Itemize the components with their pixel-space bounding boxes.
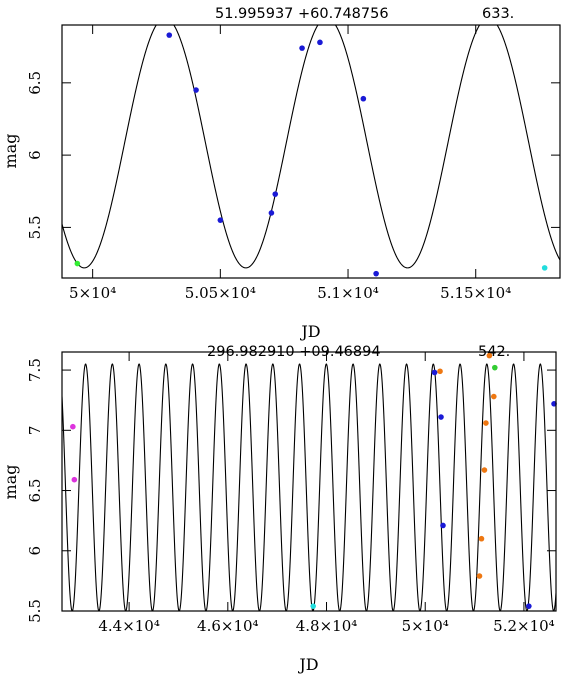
- panel-1-data-point: [166, 32, 173, 38]
- panel-2-x-tick-label: 5×10⁴: [402, 617, 449, 635]
- panel-2-y-tick-label: 6: [26, 546, 44, 556]
- panel-2-data-point: [486, 352, 493, 359]
- panel-2-data-point: [438, 414, 444, 420]
- panel-2-data-point: [526, 603, 532, 609]
- panel-2-x-axis-label: JD: [297, 655, 318, 674]
- panel-1-data-point: [272, 191, 279, 197]
- panel-1-model-curve: [62, 25, 560, 269]
- panel-1-coords: 51.995937 +60.748756: [215, 6, 389, 22]
- panel-2-data-point: [476, 573, 483, 579]
- panel-1-x-tick-label: 5.15×10⁴: [440, 284, 511, 302]
- light-curve-panel-1: 51.995937 +60.748756 633. 5×10⁴ 5.05×10⁴ 5…: [1, 6, 561, 341]
- panel-2-data-point: [481, 467, 488, 473]
- panel-1-data-point: [217, 217, 224, 223]
- panel-2-data-point: [431, 369, 438, 376]
- panel-2-data-point: [491, 393, 497, 400]
- panel-1-x-axis-label: JD: [299, 322, 320, 341]
- panel-1-data-point: [360, 95, 367, 102]
- panel-2-data-point: [70, 423, 76, 430]
- panel-2-data-point: [310, 603, 316, 609]
- panel-1-x-tick-label: 5.05×10⁴: [185, 284, 256, 302]
- panel-2-model-curve: [62, 363, 556, 611]
- panel-1-y-tick-label: 6.5: [26, 71, 44, 95]
- panel-2-data-point: [492, 364, 498, 371]
- panel-1-data-point: [541, 265, 548, 271]
- panel-1-y-tick-label: 6: [26, 150, 44, 160]
- panel-2-x-tick-label: 4.8×10⁴: [296, 617, 358, 635]
- panel-2-data-point: [440, 522, 446, 529]
- panel-2-y-tick-label: 5.5: [26, 599, 44, 623]
- panel-1-data-point: [317, 39, 323, 46]
- panel-2-y-tick-label: 7: [26, 426, 44, 436]
- panel-2-y-tick-label: 7.5: [26, 358, 44, 382]
- panel-1-y-tick-label: 5.5: [26, 215, 44, 239]
- panel-1-data-point: [299, 45, 305, 51]
- panel-1-x-tick-label: 5×10⁴: [69, 284, 116, 302]
- panel-1-y-axis-label: mag: [1, 134, 20, 169]
- panel-2-data-point: [483, 420, 489, 426]
- panel-2-y-tick-label: 6.5: [26, 479, 44, 503]
- panel-1-data-point: [268, 210, 275, 216]
- panel-2-data-point: [437, 368, 443, 375]
- panel-1-data-point: [193, 87, 199, 93]
- panel-2-x-tick-label: 4.6×10⁴: [197, 617, 259, 635]
- panel-2-x-tick-label: 4.4×10⁴: [98, 617, 160, 635]
- panel-1-x-tick-label: 5.1×10⁴: [317, 284, 379, 302]
- panel-2-data-point: [71, 476, 78, 483]
- panel-2-y-axis-label: mag: [1, 465, 20, 500]
- panel-2-data-point: [478, 535, 485, 542]
- panel-1-data-point: [74, 260, 81, 267]
- panel-1-data-point: [373, 270, 379, 277]
- panel-2-x-tick-label: 5.2×10⁴: [493, 617, 555, 635]
- light-curve-panel-2: 296.982910 +09.46894 542. 4.4×10⁴ 4.6×10⁴…: [1, 344, 557, 674]
- panel-1-plot-frame: [61, 24, 561, 279]
- panel-1-period: 633.: [482, 6, 514, 22]
- panel-2-plot-frame: [61, 351, 557, 612]
